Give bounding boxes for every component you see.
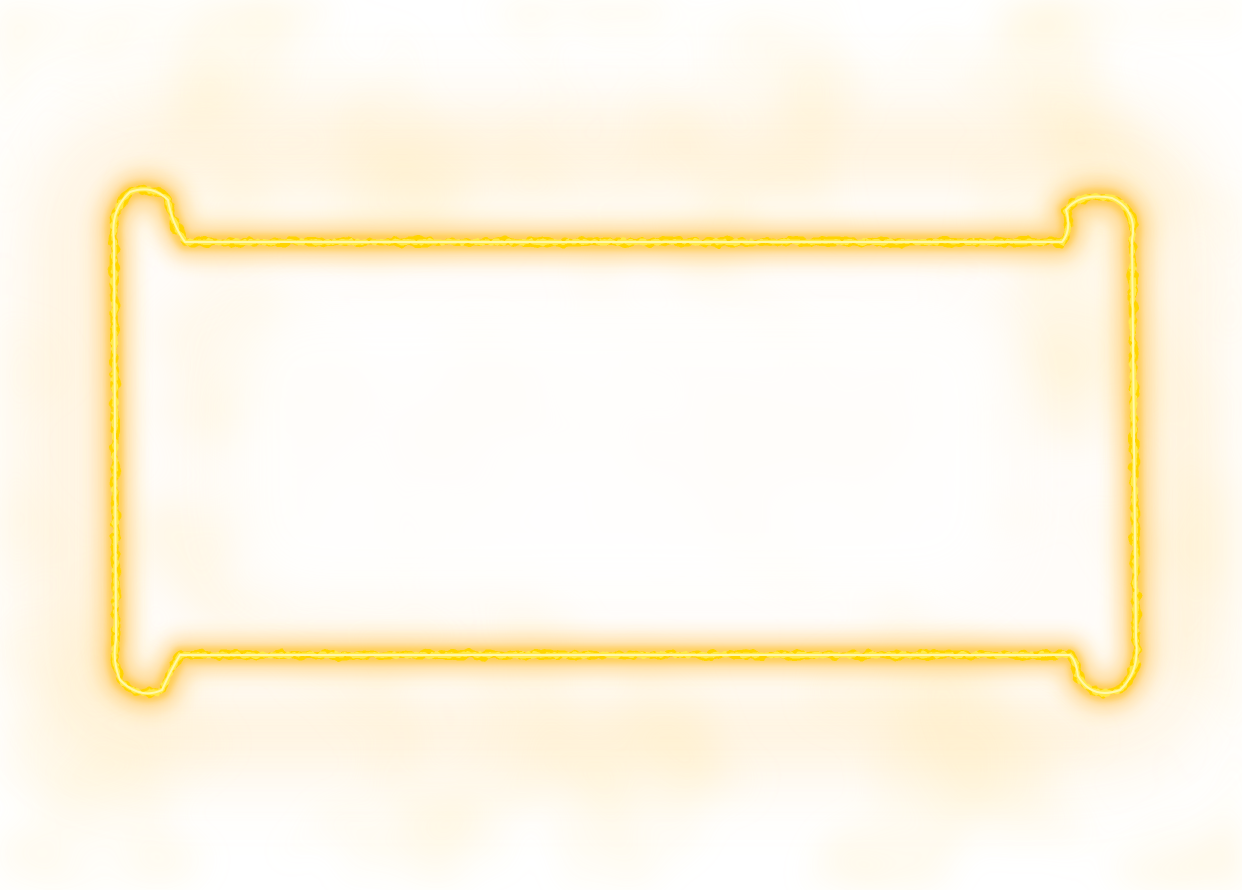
electric-frame — [109, 185, 1141, 698]
inner-light — [230, 300, 1010, 600]
